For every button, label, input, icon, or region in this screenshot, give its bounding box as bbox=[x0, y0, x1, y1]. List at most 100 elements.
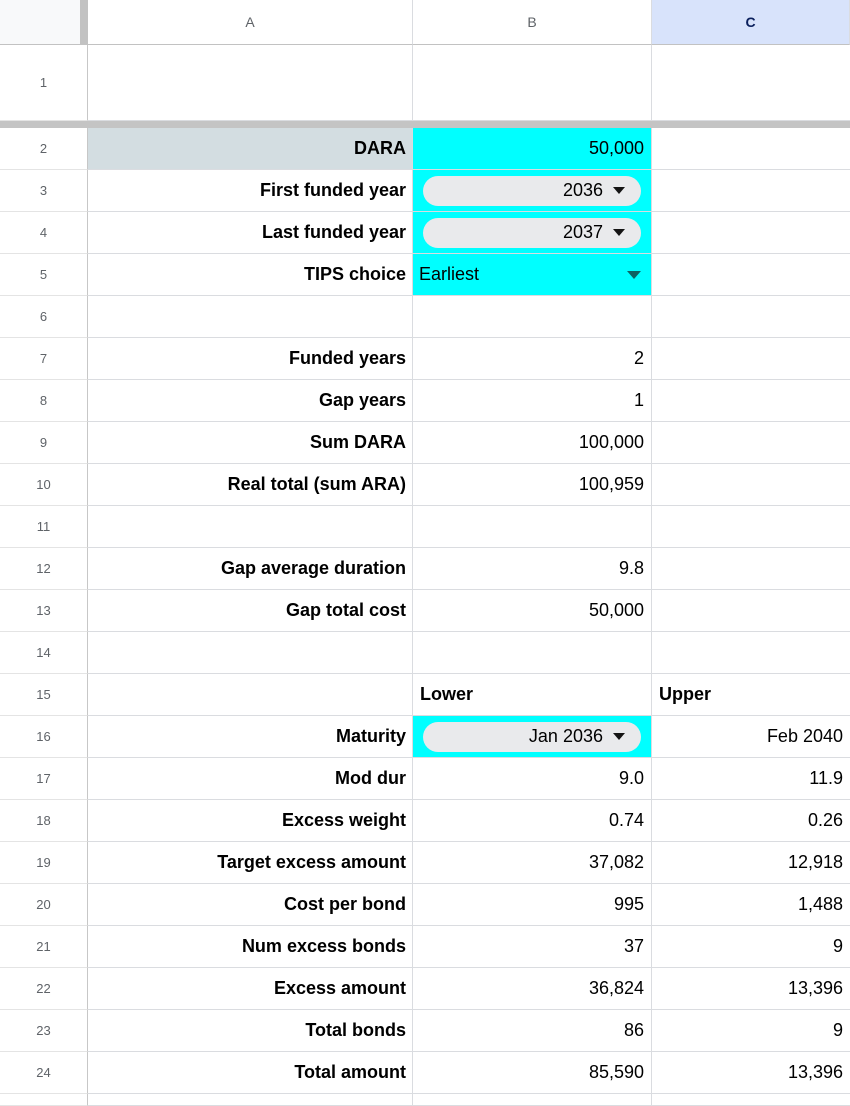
cell-b24[interactable]: 85,590 bbox=[413, 1052, 652, 1094]
cell-b17[interactable]: 9.0 bbox=[413, 758, 652, 800]
row-header-23[interactable]: 23 bbox=[0, 1010, 88, 1052]
cell-b20[interactable]: 995 bbox=[413, 884, 652, 926]
row-header-3[interactable]: 3 bbox=[0, 170, 88, 212]
cell-c3[interactable] bbox=[652, 170, 850, 212]
cell-b11[interactable] bbox=[413, 506, 652, 548]
cell-a8[interactable]: Gap years bbox=[88, 380, 413, 422]
cell-b21[interactable]: 37 bbox=[413, 926, 652, 968]
row-header-2[interactable]: 2 bbox=[0, 128, 88, 170]
cell-b3[interactable]: 2036 bbox=[413, 170, 652, 212]
dropdown-chip[interactable]: 2036 bbox=[423, 175, 641, 206]
cell-a22[interactable]: Excess amount bbox=[88, 968, 413, 1010]
cell-c11[interactable] bbox=[652, 506, 850, 548]
column-header-c[interactable]: C bbox=[652, 0, 850, 45]
cell-a23[interactable]: Total bonds bbox=[88, 1010, 413, 1052]
cell-c9[interactable] bbox=[652, 422, 850, 464]
row-header-7[interactable]: 7 bbox=[0, 338, 88, 380]
cell-cx[interactable] bbox=[652, 1094, 850, 1106]
cell-a1[interactable] bbox=[88, 45, 413, 121]
cell-a21[interactable]: Num excess bonds bbox=[88, 926, 413, 968]
cell-c12[interactable] bbox=[652, 548, 850, 590]
cell-c6[interactable] bbox=[652, 296, 850, 338]
cell-a9[interactable]: Sum DARA bbox=[88, 422, 413, 464]
cell-b9[interactable]: 100,000 bbox=[413, 422, 652, 464]
cell-a18[interactable]: Excess weight bbox=[88, 800, 413, 842]
cell-a3[interactable]: First funded year bbox=[88, 170, 413, 212]
cell-a4[interactable]: Last funded year bbox=[88, 212, 413, 254]
row-header-1[interactable]: 1 bbox=[0, 45, 88, 121]
cell-b8[interactable]: 1 bbox=[413, 380, 652, 422]
cell-c20[interactable]: 1,488 bbox=[652, 884, 850, 926]
row-header-8[interactable]: 8 bbox=[0, 380, 88, 422]
cell-b14[interactable] bbox=[413, 632, 652, 674]
cell-b6[interactable] bbox=[413, 296, 652, 338]
cell-c21[interactable]: 9 bbox=[652, 926, 850, 968]
cell-a7[interactable]: Funded years bbox=[88, 338, 413, 380]
row-header-22[interactable]: 22 bbox=[0, 968, 88, 1010]
cell-a19[interactable]: Target excess amount bbox=[88, 842, 413, 884]
cell-b4[interactable]: 2037 bbox=[413, 212, 652, 254]
dropdown-chip[interactable]: Jan 2036 bbox=[423, 721, 641, 752]
cell-c23[interactable]: 9 bbox=[652, 1010, 850, 1052]
cell-b10[interactable]: 100,959 bbox=[413, 464, 652, 506]
cell-a13[interactable]: Gap total cost bbox=[88, 590, 413, 632]
row-header-18[interactable]: 18 bbox=[0, 800, 88, 842]
cell-c24[interactable]: 13,396 bbox=[652, 1052, 850, 1094]
row-header-11[interactable]: 11 bbox=[0, 506, 88, 548]
row-header-15[interactable]: 15 bbox=[0, 674, 88, 716]
row-header-12[interactable]: 12 bbox=[0, 548, 88, 590]
column-header-a[interactable]: A bbox=[88, 0, 413, 45]
cell-b16[interactable]: Jan 2036 bbox=[413, 716, 652, 758]
row-header-17[interactable]: 17 bbox=[0, 758, 88, 800]
cell-c2[interactable] bbox=[652, 128, 850, 170]
row-header-4[interactable]: 4 bbox=[0, 212, 88, 254]
cell-a17[interactable]: Mod dur bbox=[88, 758, 413, 800]
row-header-24[interactable]: 24 bbox=[0, 1052, 88, 1094]
column-header-b[interactable]: B bbox=[413, 0, 652, 45]
row-header-partial[interactable] bbox=[0, 1094, 88, 1106]
cell-b15[interactable]: Lower bbox=[413, 674, 652, 716]
cell-b18[interactable]: 0.74 bbox=[413, 800, 652, 842]
cell-c22[interactable]: 13,396 bbox=[652, 968, 850, 1010]
cell-b7[interactable]: 2 bbox=[413, 338, 652, 380]
row-header-19[interactable]: 19 bbox=[0, 842, 88, 884]
cell-c19[interactable]: 12,918 bbox=[652, 842, 850, 884]
cell-c14[interactable] bbox=[652, 632, 850, 674]
row-header-16[interactable]: 16 bbox=[0, 716, 88, 758]
cell-b2[interactable]: 50,000 bbox=[413, 128, 652, 170]
row-header-6[interactable]: 6 bbox=[0, 296, 88, 338]
row-header-10[interactable]: 10 bbox=[0, 464, 88, 506]
cell-bx[interactable] bbox=[413, 1094, 652, 1106]
cell-c13[interactable] bbox=[652, 590, 850, 632]
cell-c7[interactable] bbox=[652, 338, 850, 380]
freeze-col-handle[interactable] bbox=[80, 0, 88, 44]
cell-a16[interactable]: Maturity bbox=[88, 716, 413, 758]
cell-b13[interactable]: 50,000 bbox=[413, 590, 652, 632]
dropdown-chip[interactable]: 2037 bbox=[423, 217, 641, 248]
cell-c17[interactable]: 11.9 bbox=[652, 758, 850, 800]
cell-a24[interactable]: Total amount bbox=[88, 1052, 413, 1094]
cell-a5[interactable]: TIPS choice bbox=[88, 254, 413, 296]
corner-cell[interactable] bbox=[0, 0, 88, 45]
cell-b22[interactable]: 36,824 bbox=[413, 968, 652, 1010]
freeze-row-divider[interactable] bbox=[0, 121, 850, 128]
row-header-14[interactable]: 14 bbox=[0, 632, 88, 674]
cell-ax[interactable] bbox=[88, 1094, 413, 1106]
cell-c5[interactable] bbox=[652, 254, 850, 296]
cell-c1[interactable] bbox=[652, 45, 850, 121]
cell-a15[interactable] bbox=[88, 674, 413, 716]
cell-c15[interactable]: Upper bbox=[652, 674, 850, 716]
row-header-5[interactable]: 5 bbox=[0, 254, 88, 296]
row-header-20[interactable]: 20 bbox=[0, 884, 88, 926]
cell-a10[interactable]: Real total (sum ARA) bbox=[88, 464, 413, 506]
cell-c18[interactable]: 0.26 bbox=[652, 800, 850, 842]
cell-a14[interactable] bbox=[88, 632, 413, 674]
cell-c10[interactable] bbox=[652, 464, 850, 506]
cell-c16[interactable]: Feb 2040 bbox=[652, 716, 850, 758]
cell-a2[interactable]: DARA bbox=[88, 128, 413, 170]
cell-b1[interactable] bbox=[413, 45, 652, 121]
cell-a6[interactable] bbox=[88, 296, 413, 338]
cell-c8[interactable] bbox=[652, 380, 850, 422]
cell-b23[interactable]: 86 bbox=[413, 1010, 652, 1052]
cell-c4[interactable] bbox=[652, 212, 850, 254]
